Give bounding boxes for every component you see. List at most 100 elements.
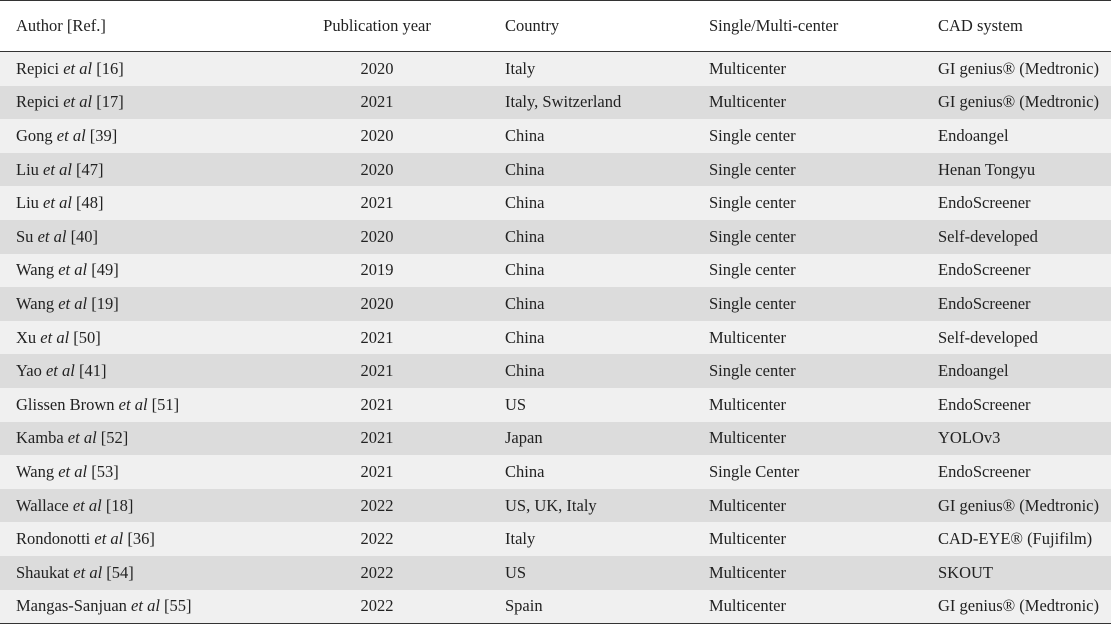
country-cell: China	[505, 125, 545, 145]
cad-system-cell: EndoScreener	[938, 293, 1031, 313]
author-ref: [50]	[73, 327, 101, 347]
author-cell: Shaukat et al [54]	[0, 556, 263, 590]
author-etal: et al	[58, 293, 88, 313]
cad-system-cell: EndoScreener	[938, 461, 1031, 481]
country-cell: Italy	[505, 58, 536, 78]
table-row: Liu et al [47] 2020 China Single center Hena…	[0, 152, 1111, 187]
center-type-cell: Multicenter	[709, 428, 786, 448]
table-body: Repici et al [16] 2020 Italy Multicenter GI …	[0, 51, 1111, 624]
year-cell: 2022	[360, 529, 394, 549]
author-cell: Liu et al [47]	[0, 153, 263, 187]
cad-system-cell: EndoScreener	[938, 193, 1031, 213]
header-cad-system: CAD system	[938, 0, 1111, 52]
center-type-cell: Single center	[709, 226, 796, 246]
author-name: Repici	[16, 92, 60, 112]
author-ref: [19]	[91, 293, 119, 313]
country-cell: US, UK, Italy	[505, 495, 597, 515]
author-etal: et al	[43, 193, 72, 213]
author-ref: [17]	[96, 92, 124, 112]
author-name: Shaukat	[16, 562, 70, 582]
author-cell: Kamba et al [52]	[0, 422, 263, 456]
table-header: Author [Ref.] Publication year Country S…	[0, 0, 1111, 52]
country-cell: Spain	[491, 589, 709, 624]
author-ref: [55]	[164, 596, 192, 616]
cad-system-cell: GI genius® (Medtronic)	[938, 589, 1111, 624]
year-cell: 2022	[360, 495, 394, 515]
table-row: Kamba et al [52] 2021 Japan Multicenter YOLO…	[0, 421, 1111, 456]
cad-system-cell: GI genius® (Medtronic)	[938, 58, 1099, 78]
author-name: Xu	[16, 327, 37, 347]
cad-system-cell: YOLOv3	[938, 428, 1001, 448]
author-cell: Yao et al [41]	[0, 354, 263, 388]
author-ref: [48]	[76, 193, 104, 213]
year-cell: 2022	[360, 562, 394, 582]
cad-system-cell: EndoScreener	[938, 394, 1031, 414]
author-ref: [54]	[106, 562, 134, 582]
author-ref: [49]	[91, 260, 119, 280]
author-name: Liu	[16, 159, 39, 179]
center-type-cell: Multicenter	[709, 495, 786, 515]
author-cell: Wang et al [19]	[0, 287, 263, 321]
year-cell: 2020	[360, 125, 394, 145]
author-etal: et al	[73, 562, 103, 582]
author-etal: et al	[37, 226, 67, 246]
author-cell: Liu et al [48]	[0, 186, 263, 220]
year-cell: 2022	[263, 589, 491, 624]
author-ref: [51]	[151, 394, 180, 414]
year-cell: 2021	[360, 92, 394, 112]
table-row: Rondonotti et al [36] 2022 Italy Multicente…	[0, 522, 1111, 556]
cad-system-cell: GI genius® (Medtronic)	[938, 495, 1099, 515]
center-type-cell: Multicenter	[709, 394, 786, 414]
author-name: Rondonotti	[16, 529, 91, 549]
author-etal: et al	[56, 125, 86, 145]
author-name: Repici	[16, 58, 60, 78]
author-cell: Gong et al [39]	[0, 119, 263, 153]
year-cell: 2021	[360, 394, 394, 414]
author-ref: [47]	[76, 159, 104, 179]
author-name: Mangas-Sanjuan	[16, 596, 127, 616]
author-name: Su	[16, 226, 34, 246]
author-name: Yao	[16, 361, 42, 381]
table-row: Glissen Brown et al [51] 2021 US Multicente…	[0, 387, 1111, 422]
country-cell: Japan	[505, 428, 543, 448]
cad-system-cell: CAD-EYE® (Fujifilm)	[938, 529, 1093, 549]
center-type-cell: Single Center	[709, 461, 800, 481]
center-type-cell: Single center	[709, 193, 796, 213]
center-type-cell: Single center	[709, 159, 796, 179]
country-cell: China	[505, 159, 545, 179]
cad-system-cell: Endoangel	[938, 361, 1009, 381]
year-cell: 2019	[360, 260, 394, 280]
author-cell: Wang et al [53]	[0, 455, 263, 489]
header-row: Author [Ref.] Publication year Country S…	[0, 0, 1111, 52]
author-etal: et al	[45, 361, 75, 381]
author-etal: et al	[63, 58, 93, 78]
author-cell: Xu et al [50]	[0, 321, 263, 355]
author-name: Gong	[16, 125, 53, 145]
header-country: Country	[491, 0, 709, 52]
table-row: Gong et al [39] 2020 China Single center End…	[0, 119, 1111, 153]
table-row: Liu et al [48] 2021 China Single center Endo…	[0, 186, 1111, 220]
cad-system-cell: SKOUT	[938, 562, 994, 582]
country-cell: China	[505, 461, 545, 481]
year-cell: 2021	[360, 428, 394, 448]
author-name: Wang	[16, 461, 55, 481]
country-cell: China	[505, 193, 545, 213]
author-cell: Repici et al [16]	[0, 52, 263, 86]
author-cell: Wallace et al [18]	[0, 489, 263, 523]
author-ref: [16]	[96, 58, 124, 78]
author-ref: [41]	[78, 361, 107, 381]
year-cell: 2021	[360, 361, 394, 381]
author-etal: et al	[40, 327, 70, 347]
country-cell: China	[505, 293, 545, 313]
country-cell: China	[505, 361, 545, 381]
center-type-cell: Multicenter	[709, 529, 786, 549]
center-type-cell: Multicenter	[709, 58, 786, 78]
author-cell: Glissen Brown et al [51]	[0, 388, 263, 422]
author-ref: [36]	[127, 529, 155, 549]
author-cell: Repici et al [17]	[0, 86, 263, 120]
country-cell: China	[505, 327, 545, 347]
year-cell: 2020	[360, 159, 394, 179]
country-cell: US	[505, 394, 527, 414]
cad-system-cell: GI genius® (Medtronic)	[938, 92, 1099, 112]
